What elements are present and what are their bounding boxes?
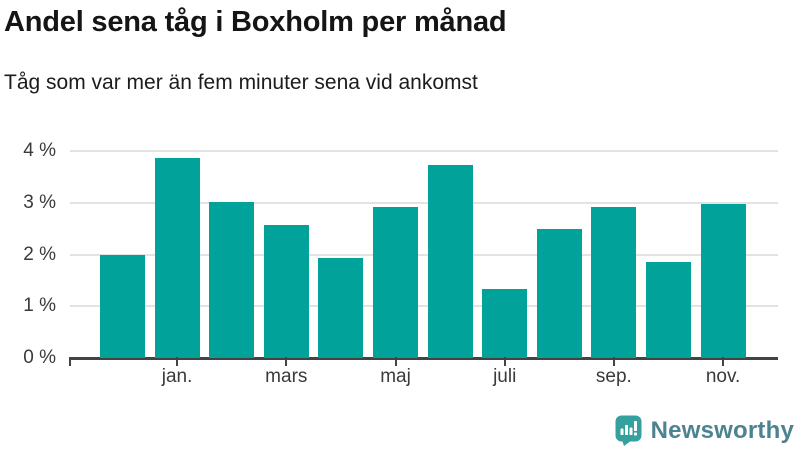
newsworthy-logo[interactable]: Newsworthy [615,415,794,446]
y-gridline [70,150,778,153]
x-tick [612,357,615,366]
x-tick-label: maj [380,366,411,387]
bar [427,165,473,358]
y-gridline [70,305,778,308]
bar [700,204,746,358]
x-axis-start-tick [69,357,71,366]
bar [482,289,528,358]
bar [263,225,309,358]
y-tick-label: 2 % [23,243,56,265]
bar [154,158,200,358]
bar [591,207,637,358]
chart-subtitle: Tåg som var mer än fem minuter sena vid … [4,71,478,94]
chart-title: Andel sena tåg i Boxholm per månad [4,6,507,38]
x-tick-label: jan. [161,366,193,387]
y-gridline [70,253,778,256]
y-gridline [70,201,778,204]
y-tick-label: 4 % [23,140,56,162]
newsworthy-chart-bubble-icon [615,415,642,446]
x-tick [176,357,179,366]
y-tick-label: 1 % [23,295,56,317]
x-tick [503,357,506,366]
bar [209,201,255,358]
x-tick-label: juli [493,366,517,387]
x-tick [285,357,288,366]
x-tick-label: nov. [705,366,741,387]
x-tick-label: sep. [595,366,632,387]
y-tick-label: 3 % [23,191,56,213]
newsworthy-logo-text: Newsworthy [650,416,794,444]
bar [373,207,418,358]
y-tick-label: 0 % [23,347,56,368]
x-tick [394,357,397,366]
bar [536,229,582,358]
x-axis-line [70,357,778,360]
bar [646,262,691,358]
bar [318,258,364,358]
x-tick [722,357,725,366]
bar [100,254,145,358]
x-tick-label: mars [265,366,308,387]
